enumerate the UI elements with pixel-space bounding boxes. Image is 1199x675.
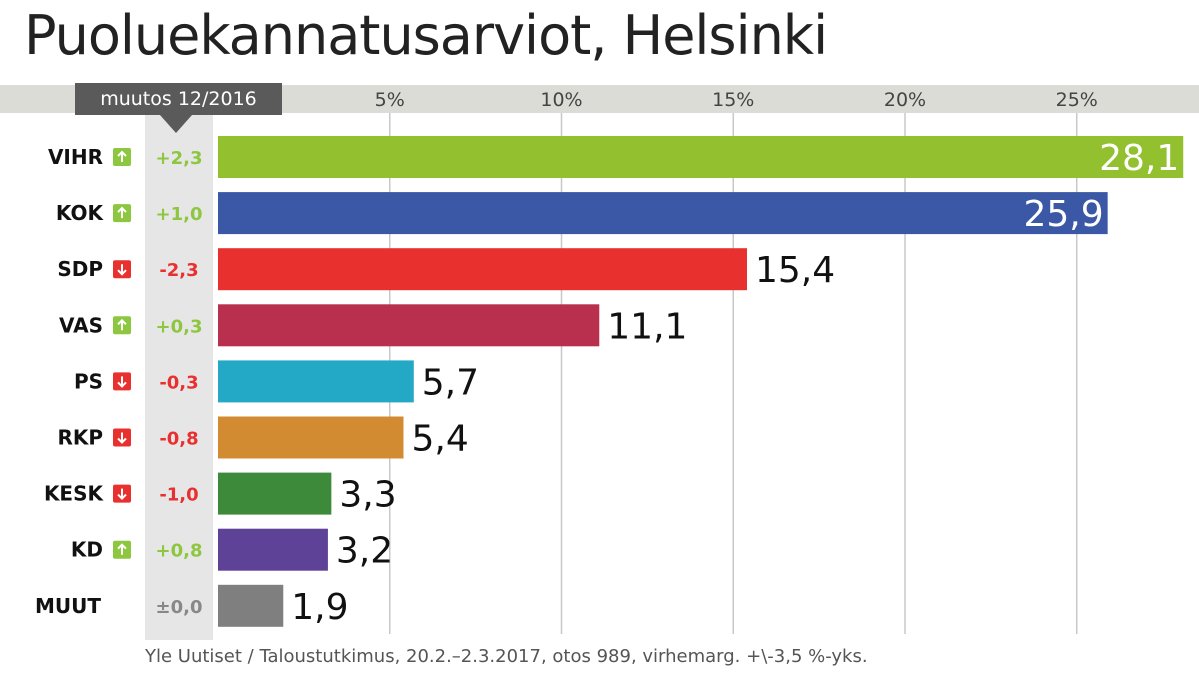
bar	[218, 248, 747, 291]
value-label: 1,9	[291, 587, 348, 628]
party-label: SDP	[57, 257, 103, 281]
party-label: MUUT	[35, 594, 101, 618]
value-label: 25,9	[1024, 194, 1104, 235]
bar	[218, 304, 600, 347]
change-value: +1,0	[156, 204, 203, 225]
value-label: 28,1	[1099, 138, 1179, 179]
arrow-up-icon	[113, 148, 131, 166]
party-label: KESK	[44, 482, 105, 506]
change-header: muutos 12/2016	[75, 83, 282, 115]
value-label: 15,4	[755, 250, 835, 291]
value-label: 3,2	[336, 531, 393, 572]
arrow-down-icon	[113, 428, 131, 447]
arrow-up-icon	[113, 316, 131, 335]
value-label: 3,3	[339, 475, 396, 516]
change-value: -1,0	[159, 485, 198, 506]
arrow-down-icon	[113, 260, 131, 279]
change-column	[145, 113, 213, 640]
change-value: -2,3	[159, 260, 198, 281]
party-label: KD	[71, 538, 103, 562]
party-label: KOK	[56, 201, 105, 225]
tick-label: 5%	[375, 89, 405, 111]
arrow-down-icon	[113, 372, 131, 391]
arrow-up-icon	[113, 204, 131, 223]
party-label: VIHR	[48, 145, 103, 169]
bar	[218, 136, 1184, 178]
change-value: -0,8	[159, 429, 198, 450]
tick-label: 20%	[884, 89, 926, 111]
change-value: +0,3	[156, 316, 203, 337]
bar	[218, 360, 414, 403]
party-label: RKP	[57, 426, 103, 450]
bar	[218, 528, 328, 571]
value-label: 5,7	[422, 362, 479, 403]
tick-label: 15%	[712, 89, 754, 111]
arrow-down-icon	[113, 484, 131, 503]
change-value: +0,8	[156, 541, 203, 562]
chart-title: Puoluekannatusarviot, Helsinki	[24, 4, 828, 67]
party-label: PS	[74, 369, 103, 393]
tick-label: 25%	[1056, 89, 1098, 111]
change-header-pointer	[160, 115, 192, 133]
bar	[218, 472, 332, 515]
change-value: ±0,0	[156, 597, 203, 618]
change-value: -0,3	[159, 372, 198, 393]
bar	[218, 416, 404, 459]
change-value: +2,3	[156, 148, 203, 169]
source-footer: Yle Uutiset / Taloustutkimus, 20.2.–2.3.…	[145, 646, 868, 667]
bar	[218, 584, 284, 627]
bar	[218, 192, 1108, 235]
arrow-up-icon	[113, 540, 131, 559]
value-label: 5,4	[411, 419, 468, 460]
party-label: VAS	[59, 313, 103, 337]
tick-label: 10%	[540, 89, 582, 111]
value-label: 11,1	[607, 306, 687, 347]
